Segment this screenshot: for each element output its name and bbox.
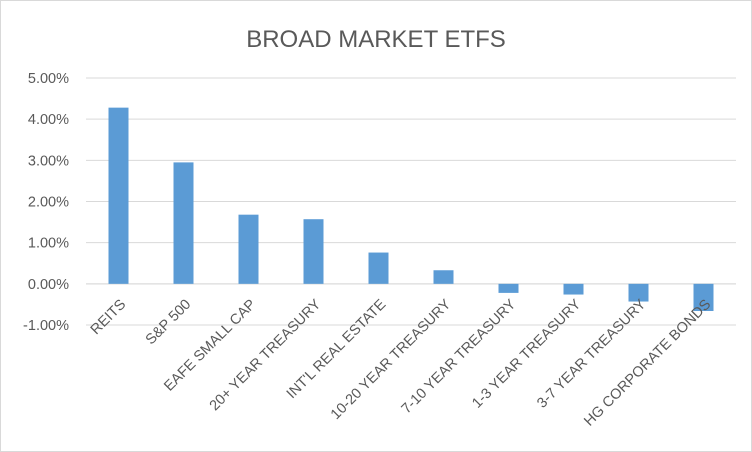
bar	[368, 252, 389, 284]
chart-title: BROAD MARKET ETFS	[246, 26, 506, 53]
y-tick-label: -1.00%	[23, 318, 69, 334]
x-category-label: 1-3 YEAR TREASURY	[469, 296, 584, 411]
bars	[108, 107, 714, 312]
x-category-label: 20+ YEAR TREASURY	[207, 296, 325, 414]
bar	[628, 283, 649, 302]
y-axis-tick-labels: 5.00% 4.00% 3.00% 2.00% 1.00% 0.00% -1.00%	[23, 71, 69, 334]
y-tick-label: 1.00%	[28, 236, 69, 252]
bar	[433, 270, 454, 284]
bar	[498, 283, 519, 293]
bar	[108, 107, 129, 284]
x-category-label: 3-7 YEAR TREASURY	[534, 296, 649, 411]
bar	[563, 283, 584, 295]
x-category-label: 7-10 YEAR TREASURY	[399, 296, 520, 417]
bar	[238, 214, 259, 284]
y-tick-label: 3.00%	[28, 153, 69, 169]
x-category-label: 10-20 YEAR TREASURY	[328, 296, 455, 423]
bar	[693, 283, 714, 312]
y-tick-label: 0.00%	[28, 277, 69, 293]
y-tick-label: 4.00%	[28, 112, 69, 128]
bar	[303, 219, 324, 284]
y-tick-label: 5.00%	[28, 71, 69, 87]
x-category-label: REITS	[88, 297, 130, 339]
bar	[173, 162, 194, 284]
y-tick-label: 2.00%	[28, 195, 69, 211]
x-category-label: S&P 500	[143, 297, 195, 349]
x-category-label: HG CORPORATE BONDS	[581, 297, 714, 430]
gridlines	[86, 77, 736, 326]
